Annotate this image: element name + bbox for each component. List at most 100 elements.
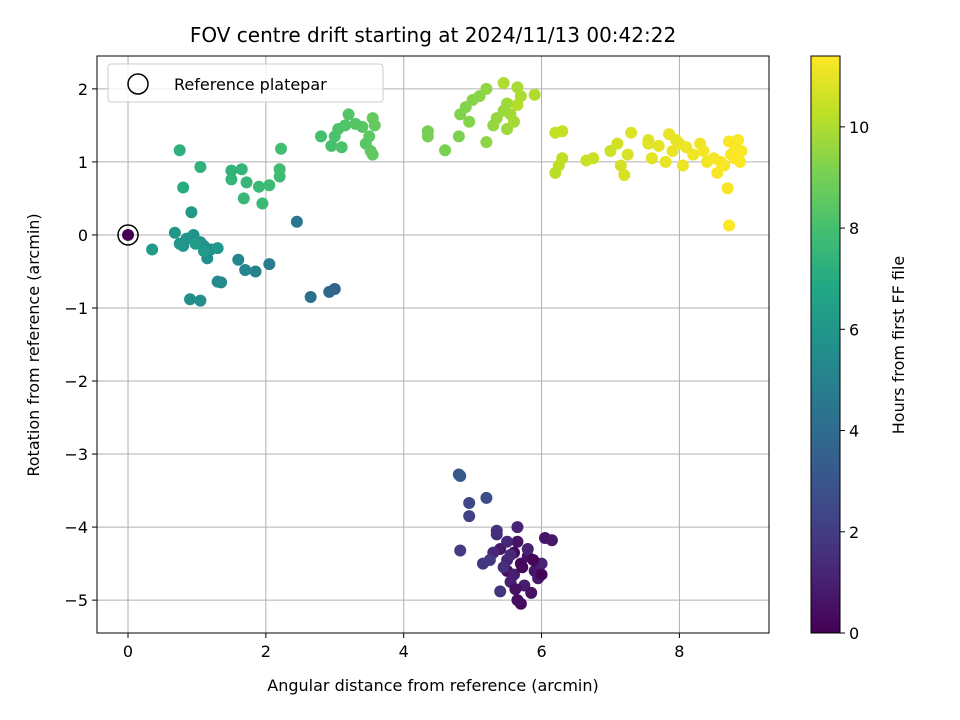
reference-point-ring	[117, 224, 139, 246]
data-point	[177, 181, 190, 194]
data-point	[256, 197, 269, 210]
data-point	[211, 242, 224, 255]
data-point	[645, 152, 658, 165]
y-tick-label: −2	[64, 372, 88, 391]
data-point	[731, 133, 744, 146]
colorbar-tick-label: 2	[849, 523, 859, 542]
legend-marker-open-circle	[127, 73, 149, 95]
data-point	[480, 491, 493, 504]
data-point	[339, 119, 352, 132]
data-point	[235, 163, 248, 176]
data-point	[463, 115, 476, 128]
data-point	[173, 144, 186, 157]
colorbar-ticks: 0 2 4 6 8 10	[840, 118, 869, 643]
data-point	[454, 469, 467, 482]
data-point	[225, 164, 238, 177]
y-tick-label: −1	[64, 299, 88, 318]
y-tick-label: −5	[64, 591, 88, 610]
data-point	[483, 553, 496, 566]
data-point	[614, 159, 627, 172]
data-point	[480, 82, 493, 95]
colorbar-label: Hours from first FF file	[889, 256, 908, 435]
data-point	[642, 137, 655, 150]
data-point	[463, 510, 476, 523]
data-point	[676, 159, 689, 172]
data-point	[237, 192, 250, 205]
data-point	[659, 155, 672, 168]
data-point	[525, 586, 538, 599]
reference-point	[122, 228, 135, 241]
data-point	[146, 243, 159, 256]
data-point	[439, 144, 452, 157]
y-tick-label: −3	[64, 445, 88, 464]
data-point	[728, 152, 741, 165]
legend-box	[107, 63, 384, 103]
data-point	[587, 152, 600, 165]
data-point	[168, 226, 181, 239]
data-point	[687, 148, 700, 161]
data-point	[501, 535, 514, 548]
data-point	[527, 553, 540, 566]
data-point	[325, 139, 338, 152]
data-point	[511, 98, 524, 111]
x-axis-ticks: 0 2 4 6 8	[123, 633, 684, 661]
y-axis-label: Rotation from reference (arcmin)	[24, 213, 43, 476]
data-point	[621, 148, 634, 161]
y-tick-label: 2	[78, 80, 88, 99]
data-point	[669, 133, 682, 146]
data-point	[342, 108, 355, 121]
data-point	[494, 585, 507, 598]
data-point	[511, 535, 524, 548]
data-point	[421, 125, 434, 138]
data-point	[263, 258, 276, 271]
data-point	[454, 544, 467, 557]
colorbar-tick-label: 0	[849, 624, 859, 643]
data-point	[545, 534, 558, 547]
grid-lines	[97, 56, 769, 633]
x-tick-label: 8	[674, 642, 684, 661]
data-point	[697, 144, 710, 157]
plot-area	[96, 55, 770, 634]
data-point	[463, 496, 476, 509]
data-point	[249, 265, 262, 278]
data-point	[509, 583, 522, 596]
data-point	[263, 179, 276, 192]
data-point	[718, 159, 731, 172]
colorbar-tick-label: 6	[849, 320, 859, 339]
data-point	[197, 245, 210, 258]
data-point	[366, 148, 379, 161]
data-point	[184, 293, 197, 306]
x-axis-label: Angular distance from reference (arcmin)	[267, 676, 598, 695]
x-tick-label: 2	[261, 642, 271, 661]
data-point	[194, 294, 207, 307]
data-point	[516, 561, 529, 574]
data-point	[356, 120, 369, 133]
chart-title: FOV centre drift starting at 2024/11/13 …	[190, 23, 676, 47]
data-point	[480, 136, 493, 149]
plot-frame	[96, 55, 770, 634]
y-tick-label: −4	[64, 518, 88, 537]
data-point	[273, 163, 286, 176]
data-point	[252, 180, 265, 193]
y-axis-ticks: −5 −4 −3 −2 −1 0 1 2	[64, 80, 97, 610]
data-point	[497, 77, 510, 90]
data-point	[366, 112, 379, 125]
x-tick-label: 6	[536, 642, 546, 661]
data-point	[315, 130, 327, 143]
data-point	[504, 548, 517, 561]
data-point	[723, 135, 736, 148]
data-point	[625, 126, 638, 139]
data-point	[275, 142, 288, 155]
data-point	[556, 125, 569, 138]
data-point	[511, 594, 524, 607]
data-point	[535, 568, 548, 581]
y-tick-label: 0	[78, 226, 88, 245]
colorbar-gradient	[810, 55, 841, 634]
data-point	[528, 88, 541, 101]
data-point	[232, 253, 245, 266]
data-point	[497, 561, 510, 574]
data-point	[652, 139, 665, 152]
data-point	[335, 141, 348, 154]
data-point	[185, 206, 198, 219]
